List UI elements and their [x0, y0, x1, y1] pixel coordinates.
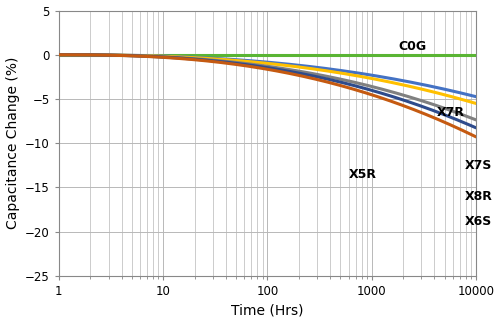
X-axis label: Time (Hrs): Time (Hrs)	[231, 303, 304, 318]
Y-axis label: Capacitance Change (%): Capacitance Change (%)	[6, 57, 20, 229]
Text: X5R: X5R	[348, 168, 376, 181]
Text: X7S: X7S	[464, 159, 492, 172]
Text: X6S: X6S	[464, 214, 492, 227]
Text: C0G: C0G	[398, 40, 426, 53]
Text: X7R: X7R	[436, 106, 464, 119]
Text: X8R: X8R	[464, 190, 492, 203]
